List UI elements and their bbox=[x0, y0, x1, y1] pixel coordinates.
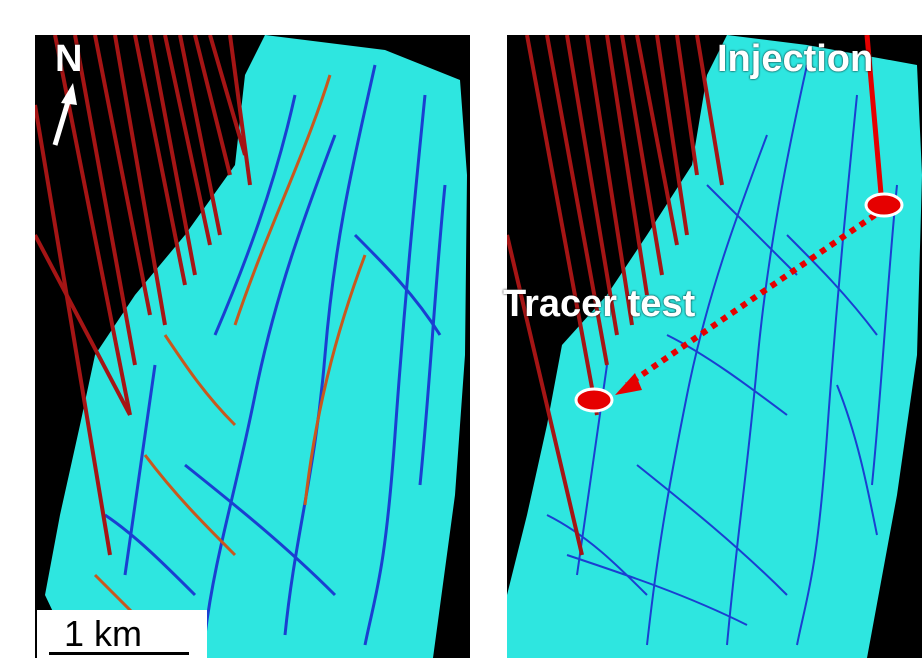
scale-bar: 1 km bbox=[35, 610, 207, 658]
injection-well-marker-icon bbox=[864, 192, 904, 218]
scale-label: 1 km bbox=[64, 613, 143, 654]
horizon-surface bbox=[507, 35, 922, 658]
tracer-path-arrow bbox=[625, 212, 877, 388]
tracer-well-marker-icon bbox=[574, 387, 614, 413]
injection-well-path bbox=[864, 35, 885, 206]
right-seismic-panel bbox=[507, 35, 922, 658]
fracture-lines bbox=[104, 64, 447, 646]
left-surface-svg bbox=[35, 35, 467, 658]
horizon-surface bbox=[45, 35, 467, 658]
north-label: N bbox=[55, 38, 83, 80]
well-paths bbox=[35, 35, 252, 556]
north-arrow-icon bbox=[52, 83, 77, 146]
fracture-lines bbox=[546, 64, 898, 646]
right-surface-svg bbox=[507, 35, 922, 658]
well-paths bbox=[507, 35, 724, 556]
tracer-test-label: Tracer test bbox=[503, 283, 696, 325]
tracer-arrowhead-icon bbox=[615, 373, 642, 395]
left-seismic-panel bbox=[35, 35, 470, 658]
scale-line bbox=[49, 652, 189, 655]
injection-label: Injection bbox=[717, 38, 874, 80]
